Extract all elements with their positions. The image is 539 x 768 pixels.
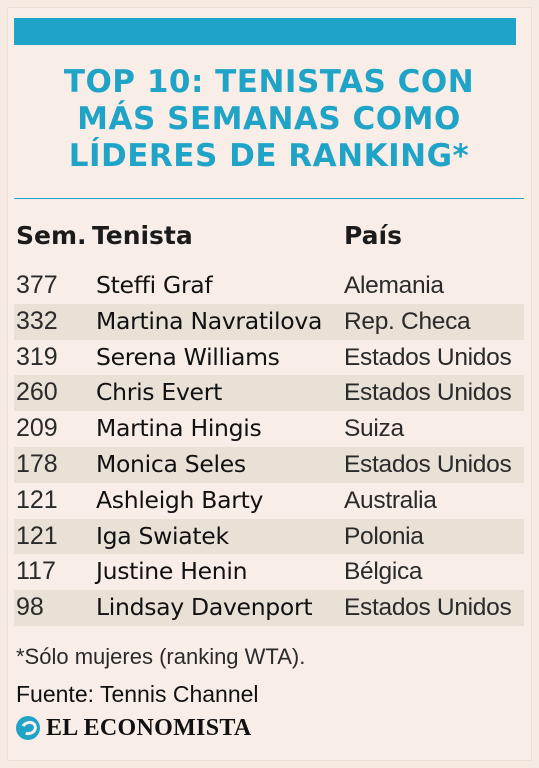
table-header: Sem. Tenista País [14,216,524,256]
country-cell: Alemania [344,272,444,299]
header-weeks: Sem. [16,221,87,250]
top-accent-bar [14,18,516,45]
title-line: LÍDERES DE RANKING* [68,138,470,174]
weeks-cell: 332 [16,306,58,335]
table-row: 209 Martina Hingis Suiza [14,411,524,447]
table-row: 117 Justine Henin Bélgica [14,554,524,590]
weeks-cell: 117 [16,557,56,586]
header-country: País [344,221,402,250]
country-cell: Bélgica [344,558,423,586]
player-cell: Justine Henin [96,557,248,586]
table-row: 319 Serena Williams Estados Unidos [14,340,524,376]
publisher-logo: EL ECONOMISTA [16,713,252,743]
header-player: Tenista [92,221,193,250]
weeks-cell: 98 [16,593,44,622]
weeks-cell: 178 [16,449,58,478]
weeks-cell: 121 [16,521,58,550]
weeks-cell: 260 [16,378,58,407]
player-cell: Serena Williams [96,342,280,371]
country-cell: Rep. Checa [344,307,471,335]
table-row: 98 Lindsay Davenport Estados Unidos [14,590,524,626]
weeks-cell: 377 [16,271,58,299]
table-row: 260 Chris Evert Estados Unidos [14,375,524,412]
title-divider [14,198,524,199]
player-cell: Steffi Graf [96,271,213,299]
logo-text: EL ECONOMISTA [46,714,252,741]
player-cell: Martina Hingis [96,414,262,443]
title-line: TOP 10: TENISTAS CON [63,64,475,100]
table-row: 332 Martina Navratilova Rep. Checa [14,303,524,340]
weeks-cell: 209 [16,414,58,443]
source-credit: Fuente: Tennis Channel [16,681,259,707]
player-cell: Chris Evert [96,378,222,407]
title-line: MÁS SEMANAS COMO [77,101,461,137]
el-economista-logo-icon [16,716,40,740]
country-cell: Suiza [344,415,404,443]
table-row: 121 Ashleigh Barty Australia [14,483,524,519]
country-cell: Estados Unidos [344,379,512,407]
country-cell: Australia [344,486,437,514]
player-cell: Iga Swiatek [96,521,229,550]
weeks-cell: 121 [16,485,58,514]
page-title: TOP 10: TENISTAS CON MÁS SEMANAS COMO LÍ… [14,64,524,175]
player-cell: Lindsay Davenport [96,593,313,622]
footnote: *Sólo mujeres (ranking WTA). [16,644,306,669]
country-cell: Estados Unidos [344,594,512,622]
weeks-cell: 319 [16,342,58,371]
table-row: 121 Iga Swiatek Polonia [14,518,524,555]
player-cell: Ashleigh Barty [96,485,264,514]
country-cell: Polonia [344,522,424,550]
table-row: 377 Steffi Graf Alemania [14,268,524,304]
player-cell: Martina Navratilova [96,306,323,335]
country-cell: Estados Unidos [344,343,512,371]
ranking-table: 377 Steffi Graf Alemania 332 Martina Nav… [14,268,524,626]
country-cell: Estados Unidos [344,450,512,478]
table-row: 178 Monica Seles Estados Unidos [14,446,524,483]
player-cell: Monica Seles [96,449,246,478]
